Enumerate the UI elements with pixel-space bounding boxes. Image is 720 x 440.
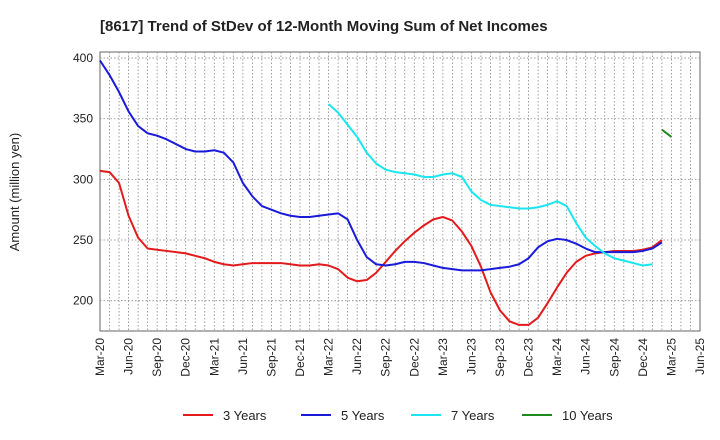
x-tick-label: Sep-20 bbox=[150, 338, 164, 377]
x-tick-label: Mar-25 bbox=[664, 338, 678, 376]
x-tick-label: Dec-20 bbox=[179, 338, 193, 377]
x-tick-label: Dec-22 bbox=[407, 338, 421, 377]
x-tick-label: Mar-23 bbox=[436, 338, 450, 376]
x-tick-label: Mar-20 bbox=[93, 338, 107, 376]
series-line-10-years bbox=[661, 128, 673, 138]
x-tick-label: Sep-21 bbox=[264, 338, 278, 377]
y-axis-label: Amount (million yen) bbox=[7, 133, 22, 252]
series-lines bbox=[99, 59, 673, 326]
y-axis-ticks: 200 250 300 350 400 bbox=[73, 51, 93, 308]
x-tick-label: Jun-22 bbox=[350, 338, 364, 375]
legend-label: 7 Years bbox=[451, 408, 495, 423]
grid-lines bbox=[100, 52, 700, 331]
x-tick-label: Mar-24 bbox=[550, 338, 564, 376]
x-tick-label: Jun-25 bbox=[693, 338, 707, 375]
y-tick-label: 200 bbox=[73, 294, 93, 308]
x-tick-label: Sep-22 bbox=[379, 338, 393, 377]
chart-title: [8617] Trend of StDev of 12-Month Moving… bbox=[100, 18, 548, 35]
legend: 3 Years 5 Years 7 Years 10 Years bbox=[183, 408, 613, 423]
legend-label: 10 Years bbox=[562, 408, 613, 423]
x-tick-label: Sep-24 bbox=[607, 338, 621, 377]
legend-label: 3 Years bbox=[223, 408, 267, 423]
series-line-7-years bbox=[327, 103, 653, 267]
y-tick-label: 400 bbox=[73, 51, 93, 65]
x-tick-label: Jun-20 bbox=[122, 338, 136, 375]
x-tick-label: Dec-21 bbox=[293, 338, 307, 377]
x-tick-label: Jun-24 bbox=[579, 338, 593, 375]
x-tick-label: Jun-23 bbox=[464, 338, 478, 375]
x-tick-label: Mar-21 bbox=[207, 338, 221, 376]
x-tick-label: Sep-23 bbox=[493, 338, 507, 377]
x-tick-label: Dec-23 bbox=[522, 338, 536, 377]
x-axis-ticks: Mar-20 Jun-20 Sep-20 Dec-20 Mar-21 Jun-21 Sep-… bbox=[93, 338, 707, 377]
y-tick-label: 350 bbox=[73, 112, 93, 126]
series-line-5-years bbox=[99, 59, 663, 272]
x-tick-label: Dec-24 bbox=[636, 338, 650, 377]
x-tick-label: Mar-22 bbox=[322, 338, 336, 376]
plot-area bbox=[99, 51, 701, 332]
y-tick-label: 250 bbox=[73, 233, 93, 247]
x-tick-label: Jun-21 bbox=[236, 338, 250, 375]
y-tick-label: 300 bbox=[73, 172, 93, 186]
legend-label: 5 Years bbox=[341, 408, 385, 423]
series-line-3-years bbox=[99, 169, 663, 326]
